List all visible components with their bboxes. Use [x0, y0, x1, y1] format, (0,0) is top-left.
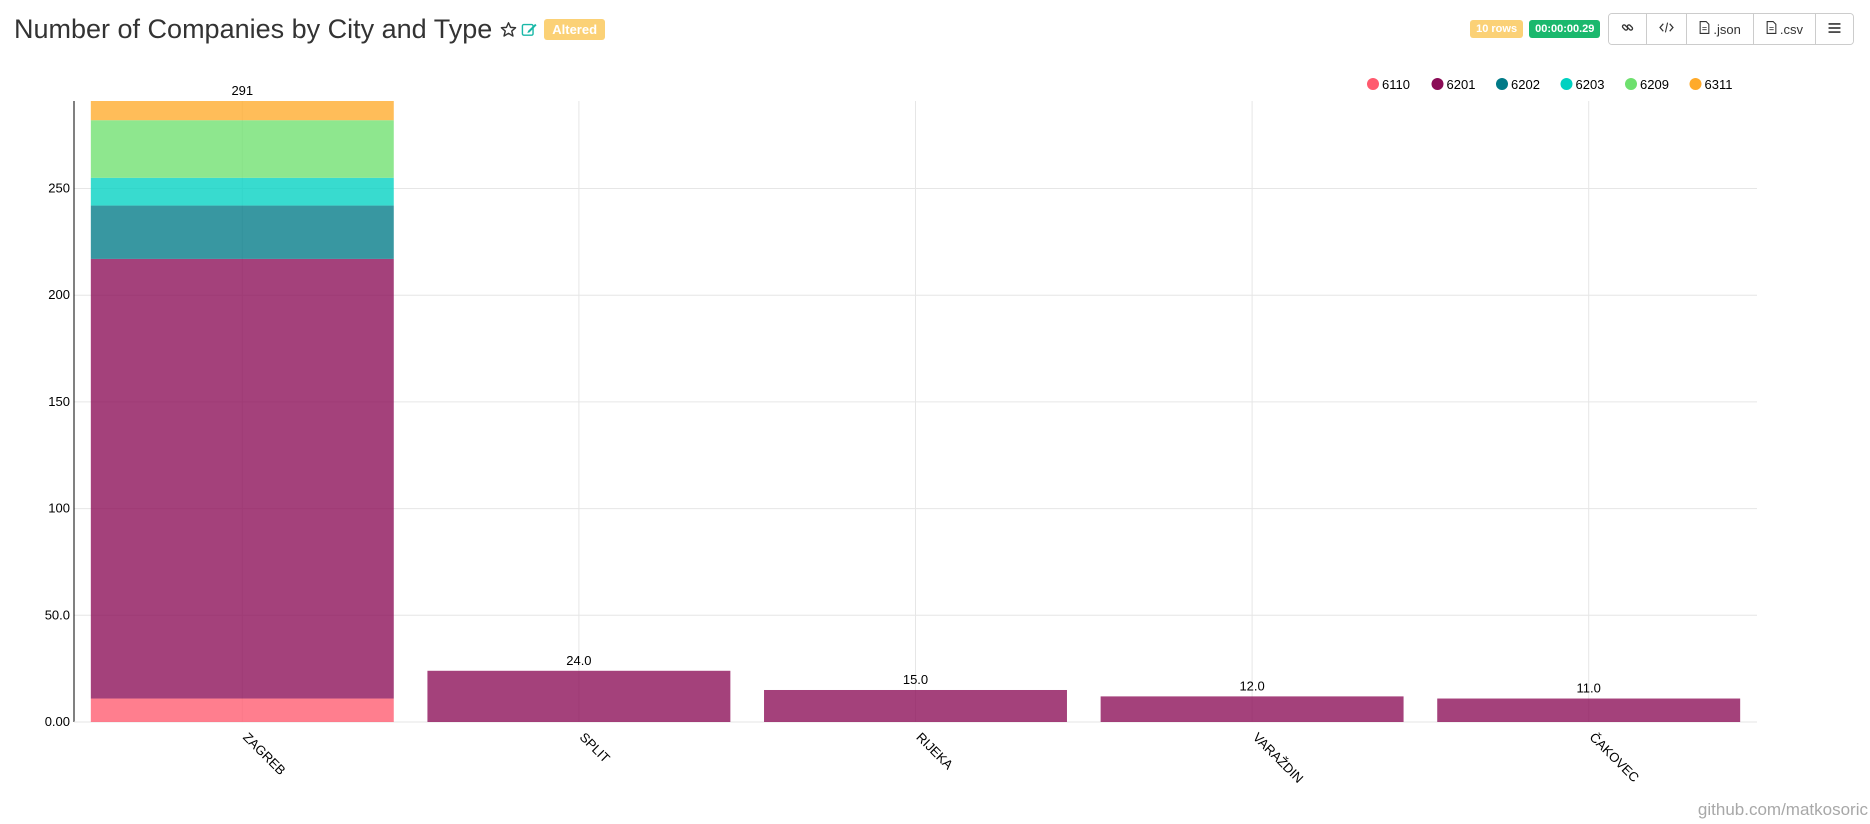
export-csv-button[interactable]: .csv	[1753, 14, 1816, 44]
x-tick-label: VARAŽDIN	[1250, 730, 1306, 786]
x-tick-label: RIJEKA	[913, 730, 956, 773]
bar-segment	[90, 177, 394, 206]
export-json-label: .json	[1713, 21, 1741, 37]
export-json-button[interactable]: .json	[1687, 14, 1754, 44]
time-badge: 00:00:00.29	[1529, 20, 1601, 38]
page-title: Number of Companies by City and Type	[14, 14, 493, 44]
x-tick-label: ČAKOVEC	[1587, 730, 1643, 786]
rows-badge: 10 rows	[1470, 20, 1524, 38]
legend-swatch	[1431, 78, 1444, 90]
legend-swatch	[1625, 78, 1637, 90]
code-icon	[1659, 21, 1675, 37]
bar-segment	[90, 120, 394, 178]
legend-swatch	[1689, 78, 1702, 90]
title-row: Number of Companies by City and Type Alt…	[14, 14, 606, 45]
legend-label: 6311	[1705, 77, 1733, 92]
link-button[interactable]	[1609, 14, 1648, 44]
menu-icon	[1828, 22, 1841, 37]
toolbar: 10 rows 00:00:00.29 .json .csv	[1470, 13, 1854, 45]
x-tick-label: ZAGREB	[240, 730, 288, 778]
legend-label: 6202	[1511, 77, 1540, 92]
bar-total-label: 12.0	[1239, 678, 1264, 693]
edit-icon[interactable]	[521, 21, 538, 38]
link-icon	[1621, 21, 1634, 37]
y-tick-label: 0.00	[45, 714, 70, 729]
altered-badge: Altered	[544, 19, 606, 40]
legend-swatch	[1496, 78, 1508, 90]
y-tick-label: 200	[48, 287, 70, 302]
legend-label: 6209	[1640, 77, 1669, 92]
export-csv-label: .csv	[1779, 21, 1803, 37]
bar-segment	[90, 101, 394, 121]
y-tick-label: 250	[48, 180, 70, 195]
bar-segment	[764, 689, 1067, 722]
legend-label: 6110	[1382, 77, 1410, 92]
legend-label: 6201	[1447, 77, 1476, 92]
watermark: github.com/matkosoric	[1697, 800, 1868, 819]
bar-segment	[1437, 698, 1741, 722]
bar-segment	[1100, 696, 1404, 722]
bar-segment	[90, 258, 394, 699]
embed-code-button[interactable]	[1647, 14, 1688, 44]
bar-total-label: 24.0	[566, 653, 591, 668]
action-button-group: .json .csv	[1608, 13, 1854, 45]
y-tick-label: 50.0	[45, 607, 70, 622]
menu-button[interactable]	[1816, 14, 1853, 44]
bar-segment	[427, 670, 731, 722]
x-tick-label: SPLIT	[577, 730, 613, 766]
file-icon	[1766, 21, 1777, 37]
bar-total-label: 11.0	[1577, 681, 1601, 696]
bar-total-label: 291	[231, 83, 253, 98]
y-tick-label: 150	[48, 394, 70, 409]
file-icon	[1699, 21, 1710, 37]
bar-segment	[90, 698, 394, 722]
bar-segment	[90, 205, 394, 259]
legend-swatch	[1367, 78, 1379, 90]
bar-total-label: 15.0	[903, 672, 928, 687]
star-icon[interactable]	[500, 21, 517, 38]
legend-label: 6203	[1576, 77, 1605, 92]
legend-swatch	[1560, 78, 1573, 90]
y-tick-label: 100	[48, 501, 70, 516]
